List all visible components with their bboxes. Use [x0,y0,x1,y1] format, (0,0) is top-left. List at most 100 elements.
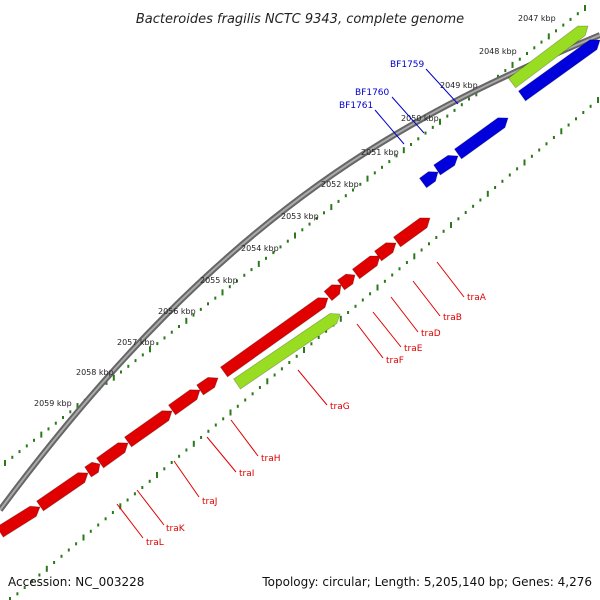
tick-mark [501,179,504,183]
tick-mark [457,217,460,221]
tick-mark [69,410,72,414]
tick-mark [526,52,528,55]
tick-mark [420,248,423,252]
kbp-labels: 2047 kbp 2048 kbp 2049 kbp 2050 kbp 2051… [34,14,556,408]
tick-mark [4,460,6,466]
gene-arrow-green [233,313,341,390]
tick-mark [569,17,572,21]
tick-mark [258,386,261,389]
tick-mark [303,347,305,353]
gene-label-trai: traI [239,469,254,479]
tick-mark [494,186,497,189]
tick-mark [288,361,291,364]
tick-mark [446,114,449,118]
gene-leader-line [374,109,405,145]
tick-mark [359,182,362,186]
tick-mark [518,57,521,61]
tick-mark [62,416,64,419]
tick-mark [402,147,405,154]
tick-mark [555,29,557,33]
gene-label-trak: traK [166,524,186,534]
tick-mark [540,40,543,44]
tick-mark [376,284,379,291]
tick-mark [567,123,570,127]
gene-arrow-red [351,255,381,280]
tick-mark [597,97,599,103]
tick-mark [134,359,137,363]
tick-mark [339,315,342,322]
tick-mark [178,454,181,458]
tick-mark [538,148,541,152]
genome-title: Bacteroides fragilis NCTC 9343, complete… [136,12,464,27]
tick-mark [366,175,369,182]
tick-mark [435,236,438,239]
tick-mark [464,211,467,214]
tick-mark [141,353,144,357]
gene-leader-line [136,489,165,526]
tick-mark [330,204,333,211]
gene-label-traa: traA [467,293,487,303]
gene-arrow-red [84,461,101,478]
gene-features [0,25,600,538]
tick-mark [472,204,475,208]
gene-label-trah: traH [261,454,281,464]
tick-mark [38,573,41,577]
tick-mark [439,118,441,125]
tick-mark [25,444,28,448]
tick-mark [170,330,173,334]
tick-mark [533,46,536,50]
tick-mark [562,23,565,27]
kbp-label: 2054 kbp [241,244,279,253]
gene-leader-line [230,419,259,457]
tick-mark [497,74,499,78]
gene-arrow-red [123,410,173,448]
tick-mark [361,298,364,302]
gene-leader-line [412,280,441,317]
tick-mark [273,373,276,377]
tick-mark [75,542,78,546]
tick-mark [47,427,50,431]
tick-mark [323,211,325,215]
tick-mark [199,307,202,311]
kbp-label: 2057 kbp [117,338,155,347]
tick-mark [325,329,328,333]
tick-mark [244,398,247,402]
gene-leader-line [297,369,328,406]
gene-arrow-red [196,376,219,396]
tick-mark [295,354,298,358]
tick-mark [308,222,311,226]
tick-mark [589,104,592,108]
tick-mark [156,472,158,478]
tick-mark [516,167,519,171]
gene-leader-line [206,436,237,473]
tick-mark [243,273,246,277]
gene-arrow-red [36,472,89,512]
tick-mark [294,232,296,239]
tick-mark [221,289,224,296]
tick-mark [545,142,548,146]
kbp-label: 2050 kbp [401,114,439,123]
tick-mark [23,586,26,589]
tick-mark [82,534,85,541]
tick-mark [104,517,107,521]
top-gene-labels: BF1759 BF1760 BF1761 [339,60,459,145]
tick-mark [286,239,289,243]
gene-arrow-red [336,273,356,291]
tick-mark [60,554,63,558]
tick-mark [417,137,420,141]
kbp-label: 2056 kbp [158,307,196,316]
genome-backbone [0,32,600,512]
gene-arrow-blue [517,39,600,102]
tick-mark [76,403,79,410]
tick-mark [523,159,526,166]
gene-leader-line [173,460,200,498]
tick-mark [410,143,412,146]
tick-mark [301,228,304,232]
gene-arrow-red [167,389,201,416]
gene-label-trab: traB [443,313,462,323]
tick-mark [575,117,577,121]
tick-mark [582,111,585,114]
kbp-label: 2047 kbp [518,14,556,23]
gene-arrow-blue [433,154,459,176]
